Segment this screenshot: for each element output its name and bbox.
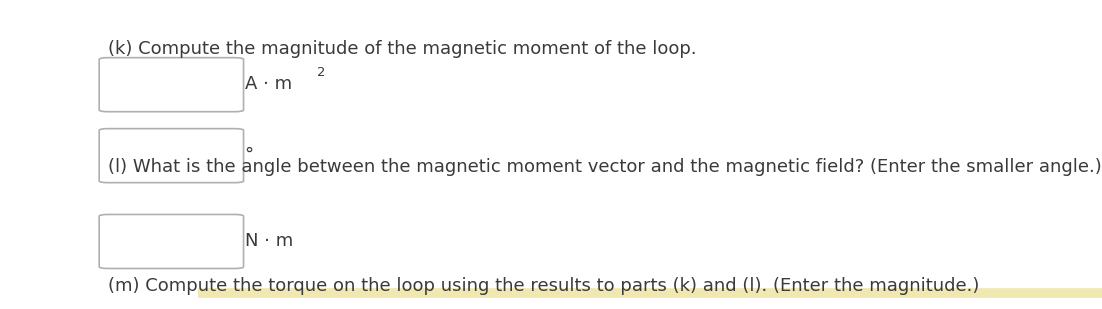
Text: (l) What is the angle between the magnetic moment vector and the magnetic field?: (l) What is the angle between the magnet… [108, 158, 1102, 176]
Text: N · m: N · m [245, 232, 293, 251]
Text: 2: 2 [317, 66, 326, 78]
Text: (k) Compute the magnitude of the magnetic moment of the loop.: (k) Compute the magnitude of the magneti… [108, 40, 696, 58]
FancyBboxPatch shape [99, 58, 244, 112]
Text: A · m: A · m [245, 74, 292, 92]
Text: °: ° [245, 146, 253, 163]
Text: (m) Compute the torque on the loop using the results to parts (k) and (l). (Ente: (m) Compute the torque on the loop using… [108, 277, 980, 295]
FancyBboxPatch shape [99, 214, 244, 269]
FancyBboxPatch shape [99, 129, 244, 183]
